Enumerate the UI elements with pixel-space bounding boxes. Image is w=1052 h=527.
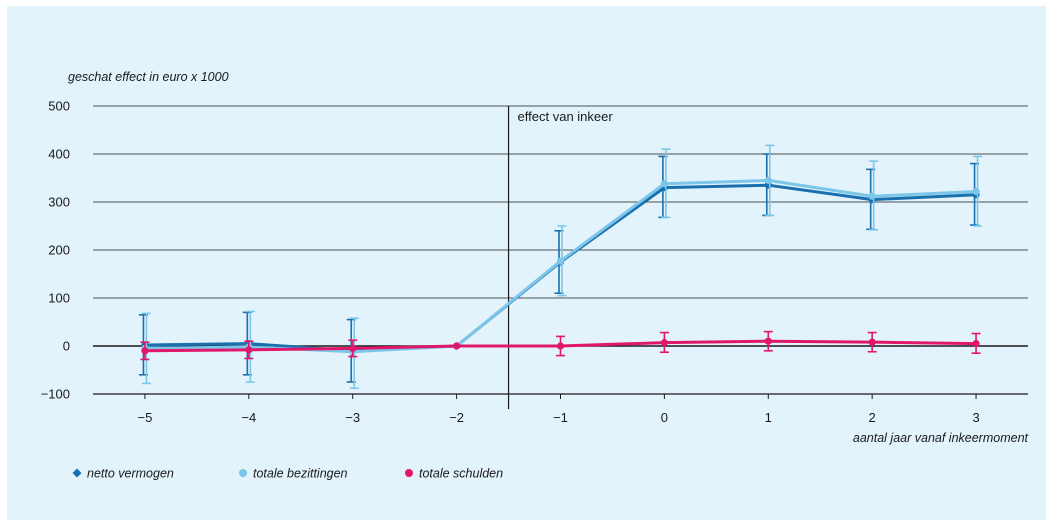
data-point: [660, 339, 668, 347]
y-tick-label: 500: [48, 99, 70, 114]
effect-annotation: effect van inkeer: [507, 106, 614, 409]
x-tick-label: −2: [449, 410, 464, 425]
series-2: [140, 330, 981, 361]
x-tick-label: 1: [765, 410, 772, 425]
x-tick-label: −3: [345, 410, 360, 425]
series-group: [138, 144, 983, 390]
data-point: [972, 187, 980, 196]
y-tick-label: 200: [48, 243, 70, 258]
data-point: [660, 180, 668, 188]
y-tick-label: 100: [48, 291, 70, 306]
data-point: [764, 176, 772, 184]
legend-marker-2: [405, 469, 413, 477]
x-tick-label: −5: [138, 410, 153, 425]
y-tick-label: 300: [48, 195, 70, 210]
x-tick-label: 3: [972, 410, 979, 425]
legend-label: totale bezittingen: [253, 467, 348, 481]
y-tick-labels: −100 0 100 200 300 400 500: [41, 99, 70, 402]
data-point: [868, 192, 876, 200]
data-point: [556, 257, 565, 265]
data-point: [245, 346, 253, 354]
x-tick-label: 0: [661, 410, 668, 425]
legend-marker-netto-vermogen: [72, 468, 82, 478]
x-tick-label: 2: [869, 410, 876, 425]
x-tick-label: −4: [241, 410, 256, 425]
legend-label: netto vermogen: [87, 467, 174, 481]
data-point: [141, 347, 149, 355]
series-1: [141, 144, 983, 390]
chart-panel: [7, 6, 1046, 520]
y-tick-label: 0: [63, 339, 70, 354]
legend-label: totale schulden: [419, 467, 503, 481]
data-point: [349, 344, 357, 352]
series-line: [144, 183, 977, 353]
data-point: [764, 337, 772, 345]
data-point: [453, 342, 461, 350]
legend-marker-1: [239, 469, 247, 477]
x-axis-title: aantal jaar vanaf inkeermoment: [853, 431, 1029, 445]
annotation-text: effect van inkeer: [518, 109, 614, 124]
data-point: [972, 340, 980, 348]
y-tick-label: −100: [41, 387, 70, 402]
y-tick-label: 400: [48, 147, 70, 162]
legend: netto vermogen totale bezittingen totale s…: [72, 467, 503, 481]
series-line: [144, 178, 977, 354]
x-axis: −5 −4 −3 −2 −1 0 1 2 3: [93, 393, 1028, 425]
data-point: [868, 338, 876, 346]
y-axis-title: geschat effect in euro x 1000: [68, 70, 229, 84]
data-point: [556, 342, 565, 350]
x-tick-label: −1: [553, 410, 568, 425]
